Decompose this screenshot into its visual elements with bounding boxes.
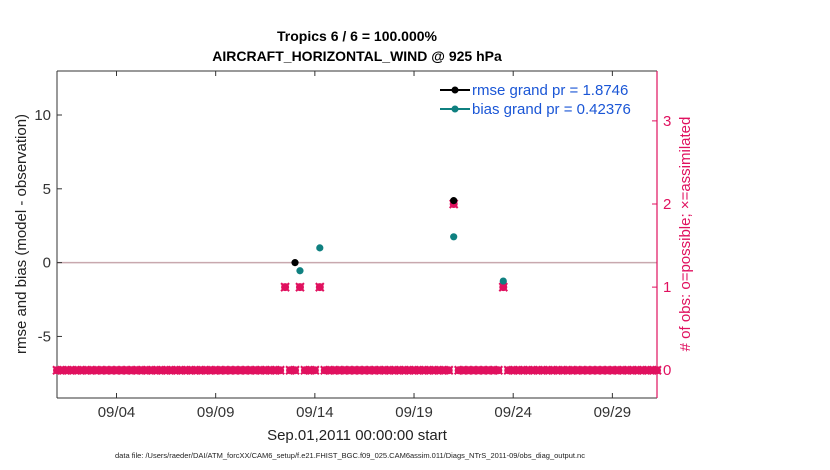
chart-subtitle: AIRCRAFT_HORIZONTAL_WIND @ 925 hPa bbox=[212, 48, 502, 64]
plot-area bbox=[57, 71, 657, 398]
x-axis-label: Sep.01,2011 00:00:00 start bbox=[267, 427, 448, 444]
chart-title: Tropics 6 / 6 = 100.000% bbox=[277, 28, 437, 44]
right-tick-label: 1 bbox=[663, 279, 671, 296]
y-axis-left-label: rmse and bias (model - observation) bbox=[13, 114, 30, 354]
x-tick-label: 09/09 bbox=[197, 404, 235, 421]
obs-assimilated-marker bbox=[275, 365, 285, 375]
right-tick-label: 2 bbox=[663, 196, 671, 213]
x-axis-ticks: 09/04 09/09 09/14 09/19 09/24 09/29 bbox=[98, 71, 631, 421]
y-axis-right-label: # of obs: o=possible; ×=assimilated bbox=[677, 117, 694, 352]
left-tick-label: -5 bbox=[38, 328, 51, 345]
x-tick-label: 09/14 bbox=[296, 404, 334, 421]
obs-assimilated-marker bbox=[280, 282, 290, 292]
data-file-footnote: data file: /Users/raeder/DAI/ATM_forcXX/… bbox=[115, 451, 585, 460]
metric-series bbox=[291, 197, 507, 285]
left-tick-label: 0 bbox=[43, 255, 51, 272]
right-tick-label: 0 bbox=[663, 362, 671, 379]
bias-point bbox=[316, 244, 324, 252]
obs-count-series bbox=[52, 199, 662, 375]
obs-assimilated-marker bbox=[290, 365, 300, 375]
obs-assimilated-marker bbox=[444, 365, 454, 375]
obs-assimilated-marker bbox=[493, 365, 504, 375]
legend: rmse grand pr = 1.8746 bias grand pr = 0… bbox=[440, 82, 631, 118]
left-tick-label: 5 bbox=[43, 181, 51, 198]
right-tick-label: 3 bbox=[663, 113, 671, 130]
obs-assimilated-marker bbox=[310, 365, 320, 375]
legend-bias-marker bbox=[451, 105, 459, 113]
bias-point bbox=[499, 277, 507, 285]
rmse-point bbox=[291, 259, 299, 267]
obs-assimilated-marker bbox=[498, 282, 508, 292]
obs-assimilated-marker bbox=[315, 282, 325, 292]
legend-bias-label: bias grand pr = 0.42376 bbox=[472, 101, 631, 118]
legend-rmse-marker bbox=[451, 86, 459, 94]
bias-point bbox=[296, 267, 304, 275]
obs-assimilated-marker bbox=[295, 282, 305, 292]
x-tick-label: 09/29 bbox=[594, 404, 632, 421]
legend-rmse-label: rmse grand pr = 1.8746 bbox=[472, 82, 628, 99]
obs-assimilated-marker bbox=[652, 365, 662, 375]
left-axis-ticks: -5 0 5 10 bbox=[34, 107, 62, 345]
x-tick-label: 09/19 bbox=[395, 404, 433, 421]
x-tick-label: 09/24 bbox=[494, 404, 532, 421]
left-tick-label: 10 bbox=[34, 107, 51, 124]
bias-point bbox=[450, 233, 458, 241]
rmse-point bbox=[450, 197, 458, 205]
x-tick-label: 09/04 bbox=[98, 404, 136, 421]
